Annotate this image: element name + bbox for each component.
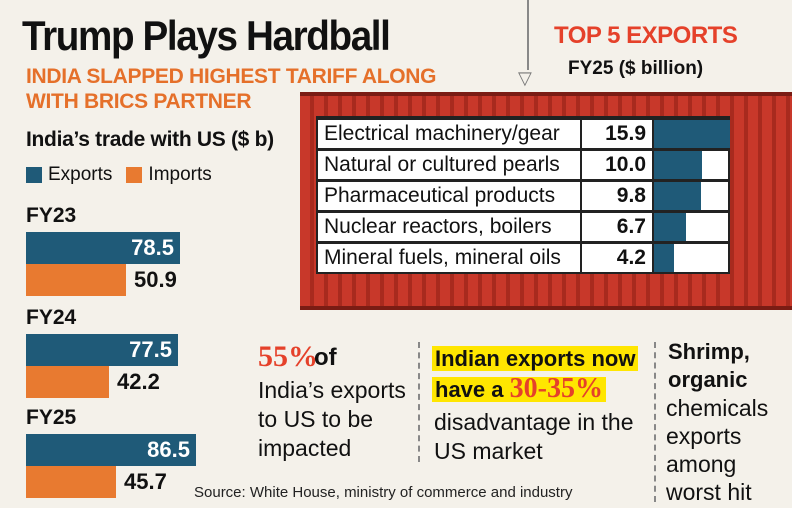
top5-bar-cell — [652, 182, 728, 210]
divider — [654, 342, 658, 502]
category-label-fy23: FY23 — [26, 204, 77, 227]
top5-row: Pharmaceutical products 9.8 — [318, 182, 728, 210]
stat-55-percent: 55% — [258, 340, 318, 373]
row-divider — [580, 120, 582, 148]
top5-bar — [654, 213, 686, 241]
stat-description: India’s exports to US to be impacted — [258, 377, 406, 461]
top5-row: Electrical machinery/gear 15.9 — [318, 120, 730, 148]
top5-row: Nuclear reactors, boilers 6.7 — [318, 213, 728, 241]
top5-row: Mineral fuels, mineral oils 4.2 — [318, 244, 728, 272]
top5-value-label: 4.2 — [616, 246, 646, 269]
top5-title: TOP 5 EXPORTS — [554, 22, 738, 49]
top5-category-label: Pharmaceutical products — [324, 184, 556, 207]
divider — [418, 342, 422, 462]
source-note: Source: White House, ministry of commerc… — [194, 484, 573, 501]
top5-row: Natural or cultured pearls 10.0 — [318, 151, 728, 179]
top5-value-label: 10.0 — [605, 153, 646, 176]
top5-category-label: Mineral fuels, mineral oils — [324, 246, 561, 269]
top5-bar-cell — [652, 120, 730, 148]
value-label-imports-fy23: 50.9 — [134, 267, 177, 292]
bar-exports-fy25: 86.5 — [26, 434, 196, 466]
top5-value-label: 6.7 — [616, 215, 646, 238]
top5-value-label: 15.9 — [605, 122, 646, 145]
top5-bar-cell — [652, 213, 728, 241]
top5-value-label: 9.8 — [616, 184, 646, 207]
top5-bar — [654, 151, 702, 179]
crane-cable — [527, 0, 529, 70]
top5-subtitle: FY25 ($ billion) — [568, 58, 704, 79]
page-subtitle: INDIA SLAPPED HIGHEST TARIFF ALONG WITH … — [26, 65, 437, 113]
legend-imports-swatch — [126, 167, 143, 183]
category-label-fy25: FY25 — [26, 406, 77, 429]
row-divider — [580, 213, 582, 241]
top5-category-label: Nuclear reactors, boilers — [324, 215, 552, 238]
disadvantage-headline: Indian exports now have a 30-35% — [432, 344, 646, 405]
legend-imports: Imports — [126, 164, 212, 186]
disadvantage-description: disadvantage in the US market — [434, 409, 634, 464]
value-label-imports-fy25: 45.7 — [124, 469, 167, 494]
row-divider — [580, 182, 582, 210]
row-divider — [580, 151, 582, 179]
legend-exports-label: Exports — [48, 164, 113, 185]
hook-icon: ▽ — [518, 68, 532, 88]
top5-category-label: Electrical machinery/gear — [324, 122, 560, 145]
headline-have-a: have a — [435, 377, 504, 402]
top5-category-label: Natural or cultured pearls — [324, 153, 560, 176]
value-label-imports-fy24: 42.2 — [117, 369, 160, 394]
headline-line-1: Indian exports now — [432, 346, 639, 371]
top5-bar-cell — [652, 151, 728, 179]
category-label-fy24: FY24 — [26, 306, 77, 329]
top5-bar — [654, 120, 730, 148]
trade-legend: Exports Imports — [26, 164, 226, 186]
legend-imports-label: Imports — [148, 164, 212, 185]
bar-imports-fy25 — [26, 466, 116, 498]
top5-bar — [654, 244, 674, 272]
bar-exports-fy23: 78.5 — [26, 232, 180, 264]
top5-bar — [654, 182, 701, 210]
worst-hit-description: chemicals exports among worst hit — [666, 395, 769, 505]
stat-of-text: of — [314, 344, 337, 371]
headline-line-2: have a 30-35% — [432, 374, 606, 404]
worst-hit-headline: Shrimp, organic — [668, 339, 750, 392]
trade-chart-title: India’s trade with US ($ b) — [26, 128, 274, 151]
legend-exports-swatch — [26, 167, 42, 183]
bar-imports-fy23 — [26, 264, 126, 296]
page-title: Trump Plays Hardball — [22, 12, 391, 59]
top5-bar-cell — [652, 244, 728, 272]
bar-exports-fy24: 77.5 — [26, 334, 178, 366]
bar-imports-fy24 — [26, 366, 109, 398]
legend-exports: Exports — [26, 164, 112, 186]
row-divider — [580, 244, 582, 272]
disadvantage-percent: 30-35% — [509, 373, 603, 404]
